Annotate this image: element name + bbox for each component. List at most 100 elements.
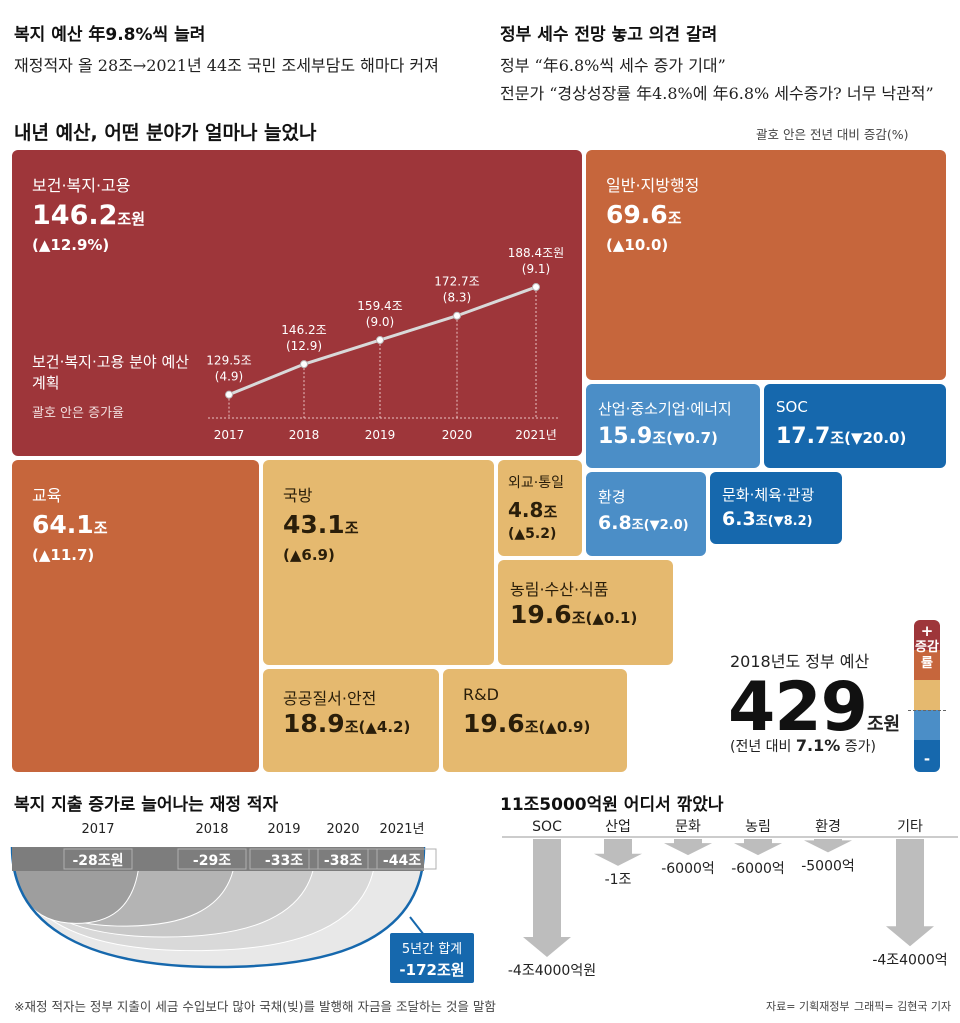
cut-arrow bbox=[734, 839, 782, 856]
tile-value: 6.8조(▼2.0) bbox=[598, 512, 689, 534]
tile-value: 146.2조원 bbox=[32, 200, 146, 231]
tile-value: 69.6조 bbox=[606, 200, 682, 229]
tile-name: 일반·지방행정 bbox=[606, 176, 700, 195]
line-chart-title: 보건·복지·고용 분야 예산 계획 bbox=[32, 353, 190, 392]
growth-label: (9.1) bbox=[522, 262, 550, 276]
data-point bbox=[532, 283, 540, 292]
value-label: -44조 bbox=[383, 853, 421, 869]
tile-change: (▲11.7) bbox=[32, 546, 95, 564]
tile-name: R&D bbox=[463, 685, 499, 704]
tile-value: 19.6조(▲0.9) bbox=[463, 709, 591, 738]
x-tick-label: 2021년 bbox=[515, 428, 557, 442]
legend-swatch bbox=[914, 680, 940, 710]
value-label: 146.2조 bbox=[281, 323, 326, 337]
tile-name: 외교·통일 bbox=[508, 475, 564, 491]
value-label: -6000억 bbox=[661, 861, 715, 877]
tile-name: 산업·중소기업·에너지 bbox=[598, 400, 732, 418]
legend-swatch bbox=[914, 650, 940, 680]
tile-change: (▲12.9%) bbox=[32, 236, 110, 254]
tile-value: 18.9조(▲4.2) bbox=[283, 709, 411, 738]
x-tick-label: 2020 bbox=[442, 428, 473, 442]
deficit-outline bbox=[10, 846, 426, 969]
value-box bbox=[249, 848, 319, 870]
value-label: -4조4000억원 bbox=[508, 963, 596, 979]
headline-left-sub: 재정적자 올 28조→2021년 44조 국민 조세부담도 해마다 커져 bbox=[14, 56, 439, 75]
tile-name: 공공질서·안전 bbox=[283, 689, 377, 708]
category-label: 산업 bbox=[605, 819, 631, 835]
tile-rnd: R&D 19.6조(▲0.9) bbox=[443, 669, 627, 772]
headline-right-sub2: 전문가 “경상성장률 年4.8%에 年6.8% 세수증가? 너무 낙관적” bbox=[500, 84, 934, 103]
value-label: 172.7조 bbox=[434, 275, 479, 289]
cut-arrow bbox=[594, 839, 642, 866]
tile-name: 국방 bbox=[283, 486, 313, 505]
tile-name: SOC bbox=[776, 398, 808, 416]
growth-label: (12.9) bbox=[286, 339, 322, 353]
tile-general-admin: 일반·지방행정 69.6조 (▲10.0) bbox=[586, 150, 946, 380]
tile-name: 보건·복지·고용 bbox=[32, 176, 131, 195]
tile-soc: SOC 17.7조(▼20.0) bbox=[764, 384, 946, 468]
total-budget-figure: 429조원 bbox=[728, 668, 900, 747]
total-box bbox=[390, 933, 474, 983]
category-label: 문화 bbox=[675, 819, 701, 835]
treemap-title: 내년 예산, 어떤 분야가 얼마나 늘었나 bbox=[14, 122, 317, 144]
line-chart-subtitle: 괄호 안은 증가율 bbox=[32, 406, 124, 421]
category-label: SOC bbox=[532, 819, 562, 835]
cut-arrow bbox=[664, 839, 712, 856]
value-label: 188.4조원 bbox=[508, 246, 564, 260]
category-label: 환경 bbox=[815, 819, 841, 835]
legend-swatch bbox=[914, 710, 940, 740]
tile-change: (▲5.2) bbox=[508, 526, 557, 542]
tile-value: 15.9조(▼0.7) bbox=[598, 424, 718, 449]
total-value: -172조원 bbox=[399, 961, 464, 979]
total-pointer bbox=[409, 916, 425, 936]
value-label: 129.5조 bbox=[206, 354, 251, 368]
tile-change: (▲6.9) bbox=[283, 546, 335, 564]
growth-label: (4.9) bbox=[215, 370, 243, 384]
tile-value: 19.6조(▲0.1) bbox=[510, 600, 638, 629]
data-point bbox=[225, 390, 233, 399]
value-label: -33조 bbox=[265, 853, 303, 869]
welfare-line-chart: 129.5조 (4.9) 2017 146.2조 (12.9) 2018 159.4조 (9.… bbox=[206, 246, 564, 442]
x-tick-label: 2019 bbox=[365, 428, 396, 442]
deficit-title: 복지 지출 증가로 늘어나는 재정 적자 bbox=[14, 795, 279, 815]
legend-swatch bbox=[914, 620, 940, 650]
value-box bbox=[177, 848, 247, 870]
tile-change: (▲10.0) bbox=[606, 236, 669, 254]
data-point bbox=[300, 360, 308, 369]
tile-name: 환경 bbox=[598, 488, 626, 506]
x-tick-label: 2020 bbox=[326, 822, 359, 837]
value-label: -28조원 bbox=[72, 853, 123, 869]
tile-value: 17.7조(▼20.0) bbox=[776, 424, 907, 449]
treemap-note: 괄호 안은 전년 대비 증감(%) bbox=[756, 127, 909, 142]
tile-foreign-unification: 외교·통일 4.8조 (▲5.2) bbox=[498, 460, 582, 556]
value-box bbox=[367, 848, 437, 870]
total-budget-value: 429 bbox=[728, 668, 868, 747]
legend-swatch bbox=[914, 740, 940, 772]
total-label: 5년간 합계 bbox=[402, 942, 462, 957]
tile-value: 64.1조 bbox=[32, 510, 108, 539]
change-legend-bar bbox=[914, 620, 940, 772]
headline-right-title: 정부 세수 전망 놓고 의견 갈려 bbox=[500, 25, 718, 45]
value-label: -29조 bbox=[193, 853, 231, 869]
deficit-band bbox=[12, 847, 424, 871]
data-point bbox=[453, 311, 461, 320]
tile-industry-energy: 산업·중소기업·에너지 15.9조(▼0.7) bbox=[586, 384, 760, 468]
tile-name: 문화·체육·관광 bbox=[722, 486, 815, 504]
tile-value: 6.3조(▼8.2) bbox=[722, 508, 813, 530]
tile-name: 교육 bbox=[32, 486, 62, 505]
legend-plus: + bbox=[920, 622, 934, 640]
tile-environment: 환경 6.8조(▼2.0) bbox=[586, 472, 706, 556]
headline-left-title: 복지 예산 年9.8%씩 늘려 bbox=[14, 25, 206, 45]
growth-label: (9.0) bbox=[366, 315, 394, 329]
total-budget-change: (전년 대비 7.1% 증가) bbox=[730, 736, 876, 755]
value-label: -38조 bbox=[324, 853, 362, 869]
tile-health-welfare: 보건·복지·고용 146.2조원 (▲12.9%) 보건·복지·고용 분야 예산… bbox=[12, 150, 582, 456]
legend-zero-line bbox=[908, 710, 946, 711]
x-tick-label: 2019 bbox=[267, 822, 300, 837]
footer-credit: 그래픽= 김현국 기자 bbox=[854, 1000, 952, 1013]
x-tick-label: 2018 bbox=[289, 428, 320, 442]
data-point bbox=[376, 336, 384, 345]
category-label: 기타 bbox=[897, 819, 923, 835]
legend-minus: - bbox=[923, 750, 931, 768]
value-label: 159.4조 bbox=[357, 299, 402, 313]
